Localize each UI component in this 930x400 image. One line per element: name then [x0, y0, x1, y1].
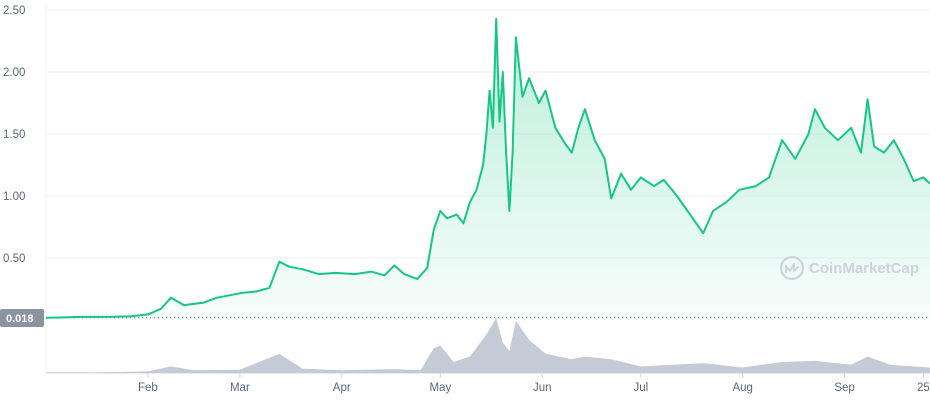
volume-area: [46, 318, 930, 373]
x-tick-label: May: [429, 382, 451, 394]
x-tick-label: Mar: [230, 382, 250, 394]
price-line: [45, 17, 930, 319]
x-tick-label: Jul: [633, 382, 648, 394]
x-tick-label: Apr: [333, 382, 351, 394]
watermark-text: CoinMarketCap: [809, 260, 919, 277]
x-tick-label: Sep: [834, 382, 854, 394]
y-tick-label: 1.00: [3, 191, 25, 203]
coinmarketcap-logo-icon: [779, 255, 805, 281]
y-tick-label: 2.50: [3, 5, 25, 17]
x-tick-label: Jun: [533, 382, 552, 394]
x-tick-label: Aug: [732, 382, 752, 394]
baseline-value-badge: 0.018: [0, 309, 44, 327]
x-tick-label: Feb: [138, 382, 158, 394]
watermark: CoinMarketCap: [779, 255, 919, 281]
price-area: [46, 18, 930, 320]
y-tick-label: 2.00: [3, 67, 25, 79]
x-tick-label: 25: [917, 382, 930, 394]
y-tick-label: 1.50: [3, 129, 25, 141]
baseline-badge-label: 0.018: [6, 313, 34, 325]
y-tick-label: 0.50: [3, 253, 25, 265]
